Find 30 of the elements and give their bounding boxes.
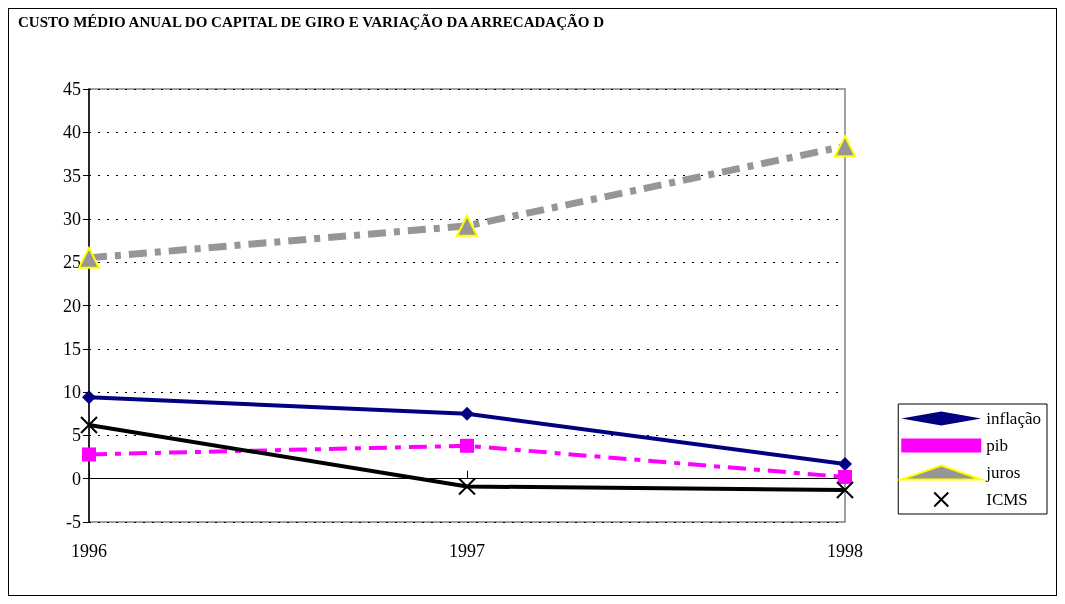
point (836, 480, 854, 499)
point (834, 135, 856, 158)
y-tick-label: 0 (72, 468, 81, 489)
legend-label: inflação (986, 409, 1042, 428)
y-tick-label: -5 (66, 512, 81, 532)
y-tick-label: 15 (63, 338, 81, 359)
y-tick-label: 30 (63, 208, 81, 229)
chart-title: CUSTO MÉDIO ANUAL DO CAPITAL DE GIRO E VARIAÇÃO DA ARRECADAÇÃO D (18, 12, 605, 30)
y-tick-label: 35 (63, 165, 81, 186)
point (838, 456, 852, 471)
x-tick-label: 1997 (449, 541, 485, 561)
x-tick-label: 1998 (827, 541, 863, 561)
y-tick-label: 5 (72, 425, 81, 446)
point (80, 416, 98, 435)
point (460, 438, 474, 453)
x-tick-label: 1996 (71, 541, 107, 561)
legend-label: juros (985, 463, 1021, 482)
point (838, 469, 852, 484)
point (82, 447, 96, 462)
point (460, 406, 474, 421)
y-tick-label: 25 (63, 252, 81, 273)
point (82, 390, 96, 405)
point (458, 477, 476, 496)
y-tick-label: 45 (63, 79, 81, 99)
legend-label: pib (986, 436, 1008, 455)
legend-label: ICMS (986, 490, 1028, 509)
y-tick-label: 20 (63, 295, 81, 316)
y-tick-label: 40 (63, 122, 81, 143)
y-tick-label: 10 (63, 382, 81, 403)
point (456, 214, 478, 237)
